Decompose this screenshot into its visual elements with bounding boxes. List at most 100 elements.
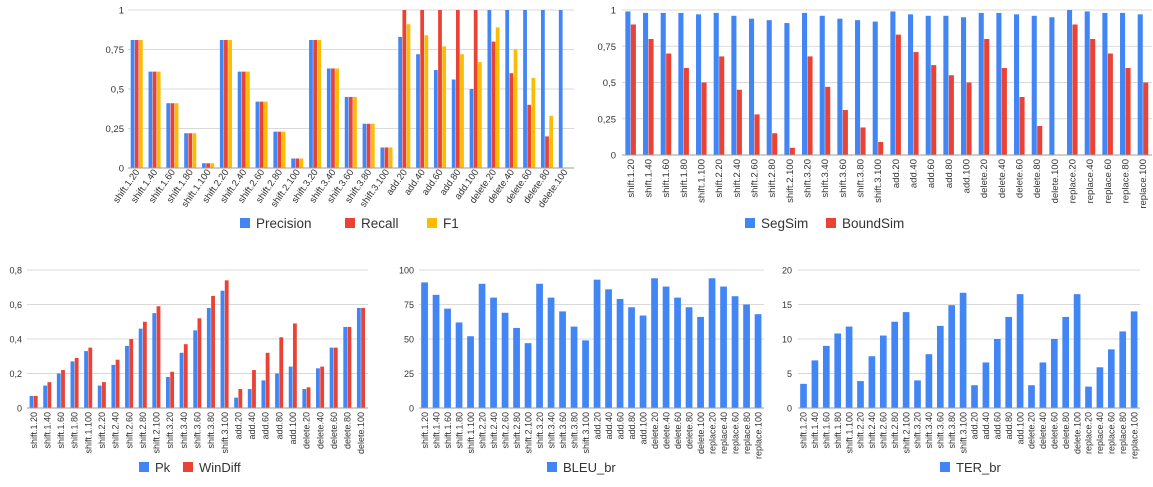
bar-precision [523, 10, 527, 168]
bar-windiff [170, 371, 175, 408]
bar-windiff [129, 339, 134, 408]
legend-swatch [427, 218, 437, 228]
x-tick-label: delete.80 [684, 412, 694, 449]
x-tick-label: shift.2.80 [890, 412, 900, 449]
bar-segsim [819, 15, 825, 155]
bar-recall [348, 96, 353, 168]
x-tick-label: shift.1.100 [83, 412, 93, 454]
bar-recall [384, 147, 389, 168]
x-tick-label: shift.1.20 [799, 412, 809, 449]
x-tick-label: shift.1.80 [70, 412, 80, 449]
x-tick-label: shift.3.20 [803, 159, 814, 198]
bar-windiff [238, 389, 243, 408]
bar-windiff [265, 352, 270, 408]
y-tick-label: 15 [782, 300, 792, 310]
x-tick-label: add.40 [604, 412, 614, 440]
x-tick-label: delete.60 [1050, 412, 1060, 449]
y-tick-label: 1 [611, 6, 616, 17]
bar-segsim [943, 15, 949, 155]
bar-ter-br [948, 305, 956, 408]
x-tick-label: add.80 [1004, 412, 1014, 440]
x-tick-label: shift.2.60 [879, 412, 889, 449]
chart-segsim-boundsim: 0 0,25 0,5 0,75 1 shift.1.20 shift.1.40 shift.1… [577, 0, 1153, 241]
bar-pk [220, 290, 225, 408]
bar-recall [206, 163, 210, 168]
x-tick-label: add.100 [638, 412, 648, 445]
bar-segsim [749, 18, 755, 156]
bar-boundsim [842, 110, 848, 155]
bar-f1 [174, 103, 179, 168]
bar-bleu-br [674, 297, 681, 408]
bar-ter-br [1107, 349, 1115, 408]
bar-f1 [424, 35, 429, 168]
bar-windiff [306, 387, 311, 408]
bar-boundsim [666, 53, 672, 155]
chart-svg: 00,250,50,751shift.1.20shift.1.40shift.1… [106, 6, 574, 231]
x-tick-label: shift.3.60 [193, 412, 203, 449]
bar-segsim [961, 17, 967, 155]
bar-bleu-br [605, 289, 612, 408]
y-tick-label: 0,5 [603, 78, 616, 89]
bar-f1 [317, 40, 322, 168]
bar-segsim [1014, 14, 1020, 155]
x-tick-label: shift.2.20 [97, 412, 107, 449]
chart-precision-recall-f1: 0 0,25 0,5 0,75 1 shift.1.20 shift.1.40 shift.1… [0, 0, 576, 241]
bar-precision [326, 68, 331, 168]
bar-ter-br [822, 345, 830, 408]
x-tick-label: shift.1.80 [679, 159, 690, 198]
bar-ter-br [993, 339, 1001, 408]
bar-segsim [837, 18, 843, 156]
bar-bleu-br [651, 278, 658, 408]
x-tick-label: delete.60 [1015, 159, 1026, 198]
bar-windiff [142, 321, 147, 408]
bar-f1 [263, 101, 268, 168]
bar-boundsim [1037, 126, 1043, 155]
bar-f1 [442, 46, 447, 169]
x-tick-label: shift.2.40 [489, 412, 499, 449]
y-tick-label: 0 [787, 404, 792, 414]
x-tick-label: shift.1.100 [697, 159, 708, 203]
x-tick-label: replace.20 [707, 412, 717, 454]
bar-windiff [183, 344, 188, 408]
x-tick-label: add.40 [247, 412, 257, 440]
bar-precision [166, 103, 171, 168]
bar-f1 [370, 123, 375, 168]
bar-pk [329, 347, 334, 409]
x-tick-label: delete.80 [343, 412, 353, 449]
y-tick-label: 0,75 [598, 42, 617, 53]
bar-segsim [890, 11, 896, 156]
bar-segsim [625, 11, 631, 156]
bar-ter-br [971, 385, 978, 408]
x-tick-label: shift.1.40 [810, 412, 820, 449]
x-tick-label: delete.80 [1032, 159, 1043, 198]
x-tick-label: delete.20 [1027, 412, 1037, 449]
bar-recall [473, 10, 478, 168]
x-tick-label: replace.40 [1085, 159, 1096, 203]
bar-windiff [279, 337, 284, 408]
bar-recall [366, 123, 371, 168]
bar-bleu-br [582, 340, 589, 408]
bar-bleu-br [639, 315, 647, 408]
x-tick-label: replace.20 [1068, 159, 1079, 203]
bar-precision [184, 133, 188, 168]
bar-boundsim [825, 86, 831, 155]
bar-segsim [784, 23, 790, 155]
bar-f1 [156, 71, 161, 168]
bar-ter-br [834, 333, 842, 408]
y-tick-label: 75 [404, 300, 414, 310]
x-tick-label: delete.20 [650, 412, 660, 449]
x-tick-label: shift.2.80 [138, 412, 148, 449]
bar-windiff [156, 306, 161, 408]
bar-precision [219, 40, 224, 168]
bar-bleu-br [513, 327, 520, 408]
bar-f1 [353, 96, 357, 168]
bar-recall [527, 104, 532, 168]
bar-bleu-br [432, 294, 440, 408]
bar-bleu-br [444, 308, 451, 408]
bar-boundsim [948, 75, 954, 155]
x-tick-label: shift.1.40 [42, 412, 52, 449]
bar-recall [455, 10, 460, 168]
bar-segsim [1084, 11, 1090, 156]
bar-precision [291, 158, 295, 168]
